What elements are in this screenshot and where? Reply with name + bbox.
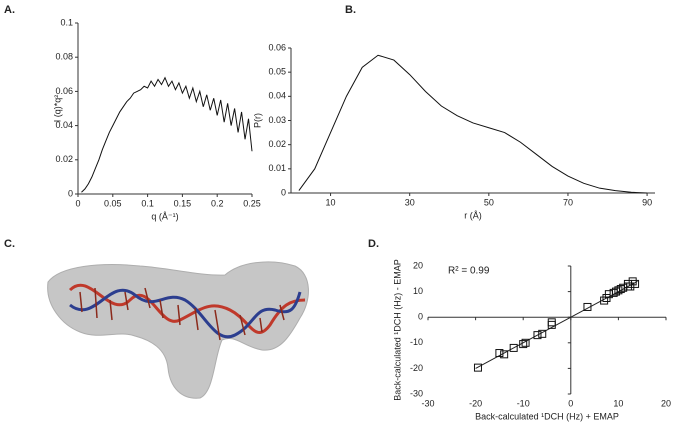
y-tick-label: 0 xyxy=(418,312,423,322)
rna-strand xyxy=(68,283,306,334)
y-tick-label: 0.02 xyxy=(268,139,286,149)
data-point xyxy=(583,302,592,311)
data-point xyxy=(547,318,556,327)
data-line xyxy=(298,54,648,194)
data-point xyxy=(519,340,528,349)
y-tick-label: 0 xyxy=(68,188,73,198)
x-tick-label: 10 xyxy=(326,197,336,207)
data-point xyxy=(533,331,542,340)
panel-label: A. xyxy=(4,4,15,16)
x-tick-label: 30 xyxy=(405,197,415,207)
data-point xyxy=(614,286,623,295)
data-point xyxy=(626,282,635,291)
x-tick-label: 0 xyxy=(75,198,80,208)
panel-label: D. xyxy=(368,238,379,250)
x-tick-label: -30 xyxy=(421,398,434,408)
rna-strand xyxy=(69,288,302,339)
x-axis-label: q (Å⁻¹) xyxy=(151,211,178,221)
x-tick-label: 0.1 xyxy=(141,198,154,208)
y-axis-label: I (q)*q² xyxy=(52,95,62,123)
y-tick-label: 0.04 xyxy=(268,91,286,101)
y-tick-label: 0.06 xyxy=(55,86,73,96)
x-tick-label: 0.15 xyxy=(174,198,192,208)
y-tick-label: 20 xyxy=(413,260,423,270)
x-axis-label: r (Å) xyxy=(464,210,482,220)
x-tick-label: 0.2 xyxy=(211,198,224,208)
y-tick-label: -30 xyxy=(410,388,423,398)
data-point xyxy=(473,363,482,372)
x-tick-label: 50 xyxy=(484,197,494,207)
y-tick-label: 0.05 xyxy=(268,67,286,77)
density-envelope xyxy=(47,261,309,399)
y-axis-label: P(r) xyxy=(252,113,262,128)
data-point xyxy=(500,350,509,359)
y-tick-label: -10 xyxy=(410,337,423,347)
x-tick-label: 20 xyxy=(661,398,671,408)
y-tick-label: 0.03 xyxy=(268,115,286,125)
base-pairs xyxy=(79,287,285,341)
trend-line xyxy=(475,280,638,369)
data-point xyxy=(600,296,609,305)
x-axis-label: Back-calculated ¹DCH (Hz) + EMAP xyxy=(475,411,619,421)
y-tick-label: 0.02 xyxy=(55,154,73,164)
data-line xyxy=(81,76,253,193)
x-tick-label: 70 xyxy=(563,197,573,207)
y-tick-label: -20 xyxy=(410,363,423,373)
data-point xyxy=(521,338,530,347)
x-tick-label: 90 xyxy=(642,197,652,207)
y-tick-label: 0.08 xyxy=(55,52,73,62)
data-point xyxy=(538,329,547,338)
y-tick-label: 0.04 xyxy=(55,120,73,130)
data-point xyxy=(547,320,556,329)
x-tick-label: 0.05 xyxy=(104,198,122,208)
y-axis-label: Back-calculated ¹DCH (Hz) - EMAP xyxy=(392,259,402,401)
y-tick-label: 0.01 xyxy=(268,163,286,173)
y-tick-label: 10 xyxy=(413,286,423,296)
x-tick-label: -10 xyxy=(517,398,530,408)
x-tick-label: 0.25 xyxy=(243,198,261,208)
x-tick-label: 10 xyxy=(613,398,623,408)
x-tick-label: -20 xyxy=(469,398,482,408)
y-tick-label: 0.06 xyxy=(268,42,286,52)
data-point xyxy=(631,279,640,288)
y-tick-label: 0.1 xyxy=(60,17,73,27)
x-tick-label: 0 xyxy=(568,398,573,408)
structure-image xyxy=(47,261,309,399)
y-tick-label: 0 xyxy=(281,187,286,197)
annotation: R² = 0.99 xyxy=(448,266,490,277)
data-point xyxy=(509,343,518,352)
data-point xyxy=(495,349,504,358)
data-point xyxy=(628,277,637,286)
panel-label: C. xyxy=(4,238,15,250)
panel-label: B. xyxy=(345,4,356,16)
